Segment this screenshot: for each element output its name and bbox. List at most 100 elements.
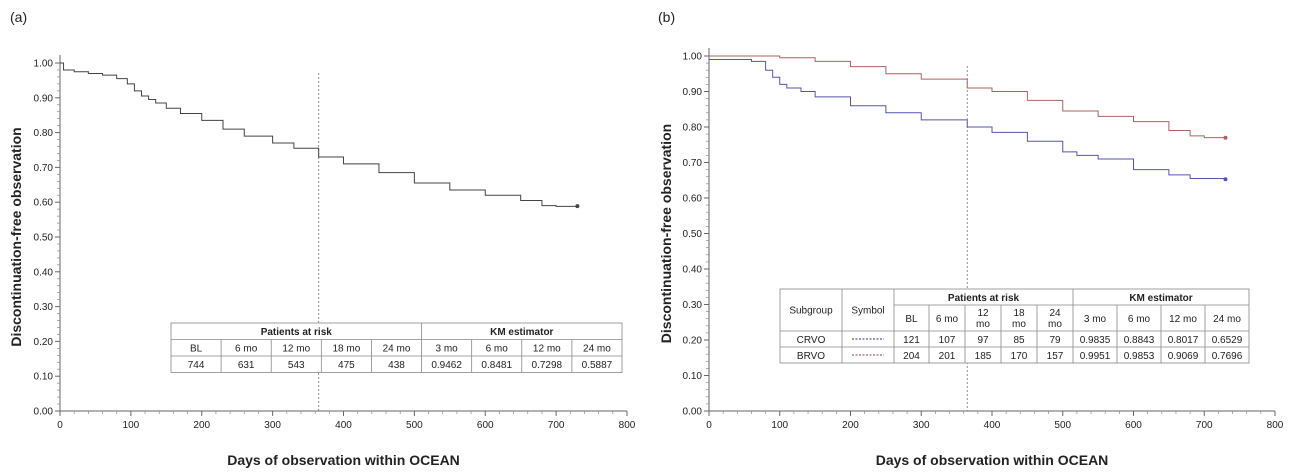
table-header: Symbol (851, 306, 884, 317)
table-cell: 0.8017 (1168, 335, 1199, 346)
y-tick-label: 0.30 (34, 302, 54, 313)
y-tick-label: 0.00 (683, 407, 703, 418)
x-tick-label: 800 (619, 420, 636, 431)
x-tick-label: 700 (1196, 420, 1213, 431)
x-tick-label: 0 (57, 420, 63, 431)
series-line-brvo (709, 55, 1226, 139)
table-column-header: 3 mo (1084, 314, 1107, 325)
table-column-header: BL (190, 344, 203, 355)
y-tick-label: 0.00 (34, 407, 54, 418)
table-cell: 0.9835 (1080, 335, 1111, 346)
table-cell: 0.8481 (481, 360, 512, 371)
y-tick-label: 0.30 (683, 300, 703, 311)
table-cell: 0.7298 (532, 360, 563, 371)
x-tick-label: 200 (193, 420, 210, 431)
y-tick-label: 0.20 (683, 336, 703, 347)
y-tick-label: 0.10 (683, 371, 703, 382)
y-axis-title: Discontinuation-free observation (658, 124, 674, 343)
y-tick-label: 0.50 (34, 233, 54, 244)
panel-a: (a) 0 100 200 300 400 500 600 700 800 0.00 0.10 0.20… (8, 9, 636, 468)
y-tick-label: 0.90 (34, 93, 54, 104)
censor-marker (575, 204, 580, 209)
table-cell: 0.5887 (582, 360, 613, 371)
series-line-0 (60, 62, 578, 207)
y-tick-label: 0.80 (34, 128, 54, 139)
series-line-crvo (709, 59, 1226, 180)
x-tick-label: 300 (913, 420, 930, 431)
y-tick-label: 1.00 (683, 52, 703, 63)
y-tick-label: 0.60 (34, 198, 54, 209)
risk-table (779, 288, 1250, 364)
table-cell: 79 (1049, 335, 1061, 346)
table-cell: 0.7696 (1212, 351, 1243, 362)
panel-label: (a) (10, 9, 27, 25)
table-column-header: 12 mo (976, 308, 990, 330)
table-row-label: BRVO (797, 351, 825, 362)
table-cell: 0.9069 (1168, 351, 1199, 362)
y-tick-label: 0.60 (683, 194, 703, 205)
table-column-header-unit: mo (1048, 319, 1062, 330)
table-column-header: 24 mo (383, 344, 411, 355)
table-column-header: 6 mo (936, 314, 959, 325)
y-tick-label: 0.40 (683, 265, 703, 276)
table-column-header: 12 mo (282, 344, 310, 355)
x-tick-label: 500 (406, 420, 423, 431)
table-cell: 543 (288, 360, 305, 371)
table-group-header: KM estimator (1129, 293, 1192, 304)
table-header: Subgroup (789, 306, 833, 317)
panel-label: (b) (658, 9, 675, 25)
x-tick-label: 700 (548, 420, 565, 431)
table-column-header: 6 mo (1128, 314, 1151, 325)
y-tick-label: 0.70 (683, 158, 703, 169)
table-cell: 0.6529 (1212, 335, 1243, 346)
table-cell: 204 (903, 351, 920, 362)
table-cell: 170 (1011, 351, 1028, 362)
risk-table (170, 322, 623, 373)
table-column-header: 24 mo (1213, 314, 1241, 325)
x-tick-label: 200 (842, 420, 859, 431)
y-tick-label: 0.80 (683, 123, 703, 134)
table-column-header: 6 mo (486, 344, 509, 355)
y-tick-label: 1.00 (34, 59, 54, 70)
x-tick-label: 500 (1054, 420, 1071, 431)
x-tick-label: 300 (264, 420, 281, 431)
y-tick-label: 0.90 (683, 87, 703, 98)
table-cell: 744 (188, 360, 205, 371)
y-tick-label: 0.70 (34, 163, 54, 174)
table-cell: 157 (1047, 351, 1064, 362)
x-tick-label: 400 (984, 420, 1001, 431)
table-cell: 0.8843 (1124, 335, 1155, 346)
x-axis-title: Days of observation within OCEAN (227, 452, 460, 468)
table-cell: 107 (939, 335, 956, 346)
table-group-header: KM estimator (490, 327, 553, 338)
x-tick-label: 800 (1267, 420, 1284, 431)
x-axis-title: Days of observation within OCEAN (876, 452, 1109, 468)
censor-marker (1223, 135, 1228, 140)
table-group-header: Patients at risk (948, 293, 1020, 304)
table-column-header-unit: mo (976, 319, 990, 330)
censor-marker (1223, 177, 1228, 182)
table-column-header: 12 mo (533, 344, 561, 355)
table-column-header: 3 mo (435, 344, 458, 355)
table-cell: 0.9462 (431, 360, 462, 371)
x-tick-label: 0 (706, 420, 712, 431)
table-column-header: 12 mo (1169, 314, 1197, 325)
table-cell: 0.9853 (1124, 351, 1155, 362)
table-row-label: CRVO (797, 335, 826, 346)
table-group-header: Patients at risk (261, 327, 333, 338)
table-column-header: 6 mo (235, 344, 258, 355)
table-cell: 121 (903, 335, 920, 346)
table-cell: 85 (1013, 335, 1025, 346)
table-column-header: 24 mo (583, 344, 611, 355)
table-cell: 438 (388, 360, 405, 371)
table-column-header: BL (905, 314, 918, 325)
panel-b: (b) 0 100 200 300 400 500 600 700 800 0.00 0.10 0.20… (658, 9, 1284, 468)
table-cell: 631 (238, 360, 255, 371)
table-cell: 201 (939, 351, 956, 362)
table-cell: 185 (975, 351, 992, 362)
y-tick-label: 0.40 (34, 267, 54, 278)
table-column-header: 18 mo (332, 344, 360, 355)
y-tick-label: 0.20 (34, 337, 54, 348)
x-tick-label: 600 (477, 420, 494, 431)
